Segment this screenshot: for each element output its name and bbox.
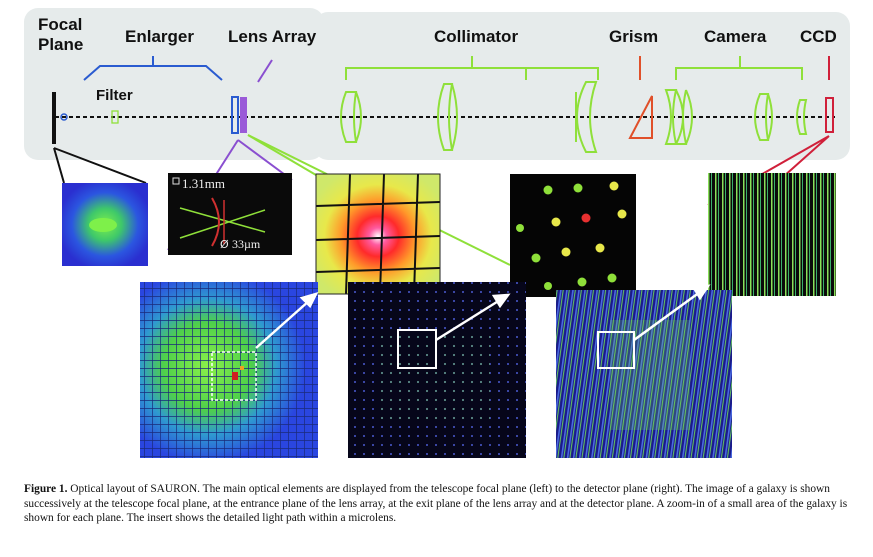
filter-element	[111, 110, 119, 124]
label-enlarger: Enlarger	[125, 27, 194, 46]
entrance-plane-zoom	[315, 173, 441, 295]
enlarger-bracket	[83, 56, 223, 81]
inset-diameter-label: 33µm	[232, 237, 261, 251]
optics-panel-left	[24, 8, 324, 160]
camera-bracket	[675, 56, 803, 80]
label-ccd: CCD	[800, 27, 837, 46]
label-filter: Filter	[96, 87, 133, 104]
inset-size-label: 1.31mm	[182, 176, 225, 191]
microlens-inset: 1.31mm 33µm Ø	[168, 173, 292, 255]
figure-caption-text: Optical layout of SAURON. The main optic…	[24, 483, 848, 525]
detector-plane-zoom	[708, 173, 836, 296]
label-grism: Grism	[609, 27, 658, 46]
label-plane: Plane	[38, 35, 83, 54]
lens-array-bracket	[257, 59, 273, 83]
exit-plane-spots	[516, 181, 627, 294]
zoom-box-entrance	[397, 329, 437, 369]
grism-element	[628, 95, 653, 139]
galaxy-detector-plane	[556, 290, 732, 458]
focal-plane-image-core	[89, 218, 117, 232]
focal-point-marker	[60, 113, 68, 121]
focal-plane-element	[52, 92, 56, 144]
galaxy-focal-plane	[140, 282, 318, 458]
collimator-lenses	[340, 81, 598, 153]
inset-diameter-symbol: Ø	[220, 238, 229, 251]
figure-caption: Figure 1. Optical layout of SAURON. The …	[24, 482, 850, 526]
optics-panel-right	[314, 12, 850, 160]
lens-array-exit	[240, 97, 247, 133]
label-lens-array: Lens Array	[228, 27, 317, 46]
camera-lenses	[664, 89, 808, 145]
zoom-box-detector	[597, 331, 635, 369]
label-collimator: Collimator	[434, 27, 518, 46]
collimator-bracket	[345, 56, 599, 80]
figure-caption-lead: Figure 1.	[24, 483, 68, 495]
galaxy-lens-array-entrance	[348, 282, 526, 458]
exit-plane-zoom	[510, 174, 636, 297]
label-camera: Camera	[704, 27, 767, 46]
zoom-arrows	[255, 284, 711, 349]
ccd-element	[825, 97, 834, 133]
label-focal: Focal	[38, 15, 82, 34]
lens-array-entrance	[231, 96, 239, 134]
